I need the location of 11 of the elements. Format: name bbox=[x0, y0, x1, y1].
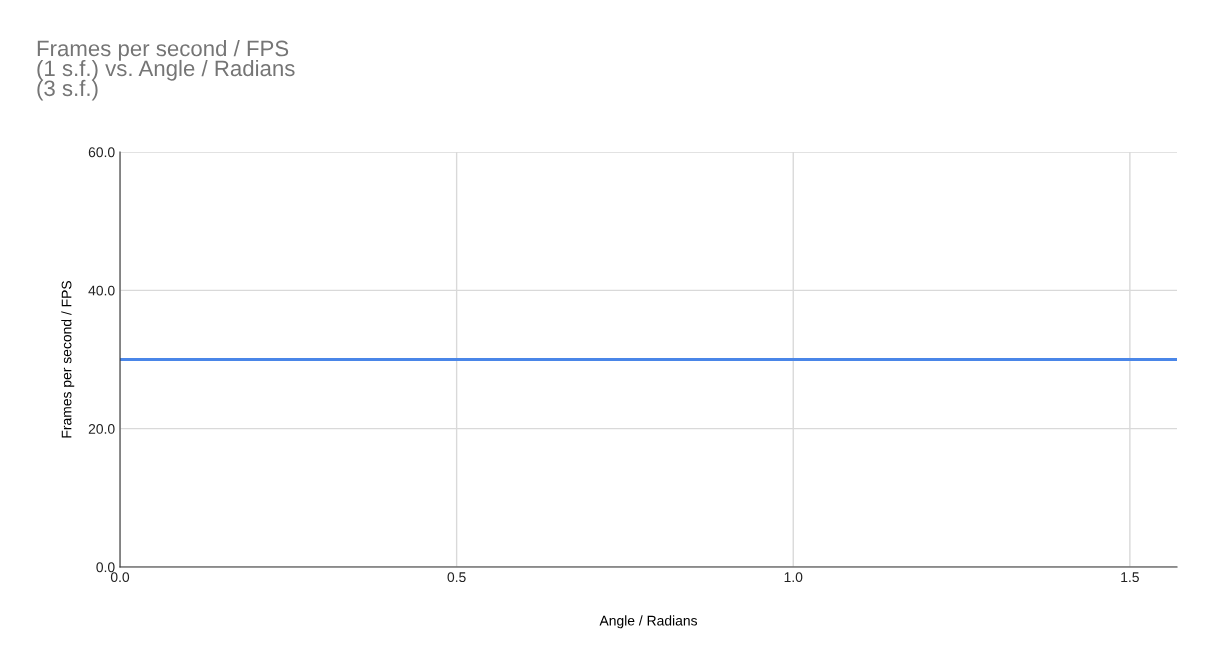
y-tick-label: 0.0 bbox=[96, 562, 115, 573]
x-tick-label: 0.5 bbox=[447, 572, 466, 583]
y-tick-label: 40.0 bbox=[88, 285, 115, 296]
y-tick-label: 20.0 bbox=[88, 424, 115, 434]
x-tick-label: 1.5 bbox=[1121, 572, 1139, 583]
chart-title: Frames per second / FPS (1 s.f.) vs. Angle / Radians (3 s.f.) bbox=[37, 40, 295, 101]
y-tick-label: 60.0 bbox=[88, 147, 115, 158]
y-axis-title: Frames per second / FPS bbox=[61, 281, 75, 438]
x-tick-label: 0.0 bbox=[110, 572, 130, 583]
x-tick-label: 1.0 bbox=[784, 572, 803, 583]
x-axis-title: Angle / Radians bbox=[599, 615, 698, 629]
